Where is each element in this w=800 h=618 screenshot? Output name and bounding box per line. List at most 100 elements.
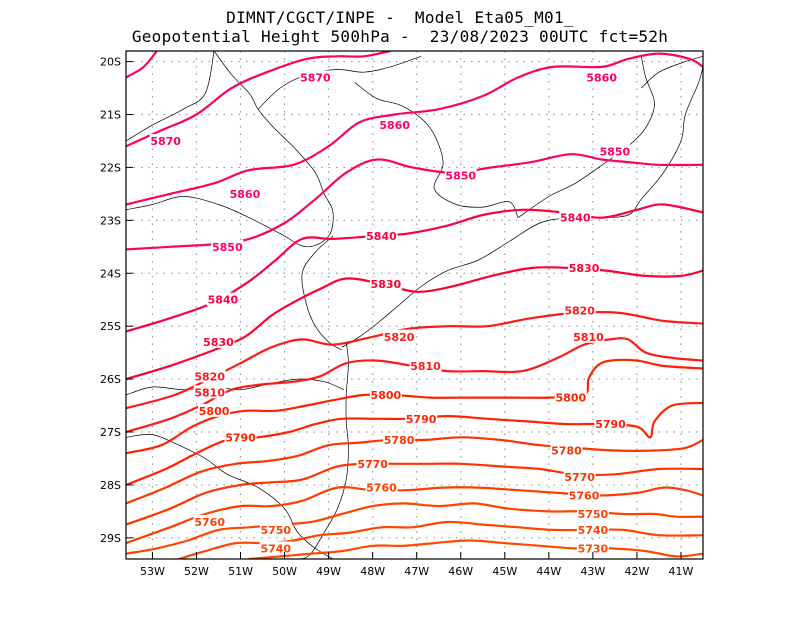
- lat-tick-label: 24S: [100, 267, 121, 280]
- contour-label: 5800: [371, 389, 402, 402]
- coastline-border: [301, 235, 342, 351]
- lon-tick-label: 42W: [624, 565, 649, 578]
- contour-label-bg: [149, 133, 182, 147]
- contour-label: 5830: [569, 262, 600, 275]
- contour-label: 5870: [150, 135, 181, 148]
- contour-label: 5760: [366, 482, 397, 495]
- lon-tick-label: 44W: [536, 565, 561, 578]
- contour-label: 5800: [556, 392, 587, 405]
- lat-tick-label: 26S: [100, 373, 121, 386]
- contour-label-bg: [228, 186, 261, 200]
- contour-label: 5730: [578, 542, 609, 555]
- contour-label: 5760: [194, 516, 225, 529]
- coastline-border: [126, 378, 345, 396]
- contour-label-bg: [598, 144, 631, 158]
- coastline-border: [302, 341, 349, 559]
- contour-label-bg: [554, 390, 587, 404]
- contour-label-bg: [259, 522, 292, 536]
- contour-label-bg: [568, 488, 601, 502]
- contour-label-bg: [369, 276, 402, 290]
- contour-label-bg: [369, 387, 402, 401]
- coastline-border: [354, 82, 519, 218]
- contour-label: 5810: [573, 331, 604, 344]
- contour-label: 5860: [586, 71, 617, 84]
- contour-line-5850: [126, 153, 703, 251]
- lon-tick-label: 53W: [140, 565, 165, 578]
- contour-label: 5790: [595, 418, 626, 431]
- lon-tick-label: 43W: [580, 565, 605, 578]
- contour-line-5780: [126, 436, 703, 505]
- contour-label: 5790: [225, 431, 256, 444]
- contour-label: 5810: [410, 360, 441, 373]
- coastlines-and-borders: [126, 51, 703, 559]
- contour-label-bg: [383, 432, 416, 446]
- contour-label: 5830: [203, 336, 234, 349]
- contour-label-bg: [378, 118, 411, 132]
- contour-line-5730: [248, 539, 703, 559]
- contour-label: 5740: [260, 542, 291, 555]
- contour-label-bg: [198, 403, 231, 417]
- axis-ticks: 20S 21S 22S 23S 24S 25S 26S 27S 28S 29S 53W 52W 51W 5…: [100, 56, 694, 578]
- contour-label: 5790: [406, 413, 437, 426]
- contour-label-bg: [193, 369, 226, 383]
- contour-label-bg: [576, 522, 609, 536]
- contour-line-5750: [126, 502, 703, 555]
- contour-label: 5850: [445, 169, 476, 182]
- contour-label: 5780: [551, 445, 582, 458]
- coastline-border: [126, 51, 215, 142]
- lat-tick-label: 29S: [100, 532, 121, 545]
- contour-label-bg: [550, 443, 583, 457]
- contour-label: 5770: [357, 458, 388, 471]
- contour-label-bg: [576, 507, 609, 521]
- map-frame: [125, 50, 704, 560]
- contour-line-5860: [126, 52, 703, 206]
- coastline-border: [257, 55, 422, 110]
- contour-label: 5820: [194, 370, 225, 383]
- contour-label: 5820: [564, 304, 595, 317]
- map-title-line2: Geopotential Height 500hPa - 23/08/2023 …: [131, 27, 669, 46]
- contour-label: 5860: [379, 119, 410, 132]
- contour-label-bg: [568, 260, 601, 274]
- lon-tick-label: 49W: [316, 565, 341, 578]
- contour-labels: 5870 5870 5860 5860 5860 5850 5850 5850 5840 5840…: [149, 70, 631, 555]
- lat-lon-grid: [126, 51, 703, 559]
- lon-tick-label: 46W: [448, 565, 473, 578]
- contour-line-5840: [126, 203, 703, 333]
- contour-label: 5840: [366, 230, 397, 243]
- contour-label: 5860: [230, 188, 261, 201]
- contour-label-bg: [365, 480, 398, 494]
- contour-label-bg: [193, 385, 226, 399]
- contour-label: 5840: [560, 212, 591, 225]
- contour-line-5870: [126, 51, 158, 79]
- contour-label-bg: [202, 335, 235, 349]
- contour-label: 5850: [212, 241, 243, 254]
- lon-tick-label: 47W: [404, 565, 429, 578]
- contour-label-bg: [559, 210, 592, 224]
- lat-tick-label: 20S: [100, 56, 121, 69]
- contour-line-5760: [126, 486, 703, 545]
- contour-label: 5810: [194, 386, 225, 399]
- contour-label: 5750: [260, 524, 291, 537]
- contour-label-bg: [563, 469, 596, 483]
- contour-label-bg: [594, 417, 627, 431]
- contour-label: 5780: [384, 434, 415, 447]
- contour-label-bg: [576, 541, 609, 555]
- contour-label-bg: [299, 70, 332, 84]
- lon-tick-label: 50W: [272, 565, 297, 578]
- contour-label: 5800: [199, 405, 230, 418]
- contour-label-bg: [224, 430, 257, 444]
- contour-label-bg: [585, 70, 618, 84]
- contour-label-bg: [405, 411, 438, 425]
- lat-tick-label: 27S: [100, 426, 121, 439]
- contour-label: 5850: [600, 146, 631, 159]
- contour-label-bg: [193, 514, 226, 528]
- coastline-border: [126, 51, 334, 248]
- contour-label-bg: [563, 303, 596, 317]
- lat-tick-label: 22S: [100, 161, 121, 174]
- lat-tick-label: 28S: [100, 479, 121, 492]
- lat-tick-label: 25S: [100, 320, 121, 333]
- coastline-border: [126, 433, 334, 559]
- map-title-line1: DIMNT/CGCT/INPE - Model Eta05_M01_: [226, 8, 574, 27]
- contour-label-bg: [356, 456, 389, 470]
